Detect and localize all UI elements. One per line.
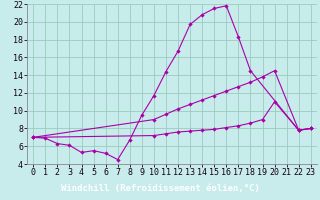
Text: Windchill (Refroidissement éolien,°C): Windchill (Refroidissement éolien,°C) [60, 184, 260, 193]
